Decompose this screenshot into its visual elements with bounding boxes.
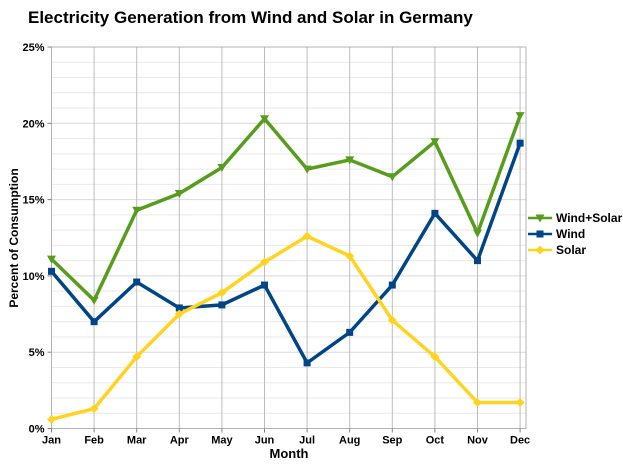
x-axis-title: Month [269, 446, 309, 461]
legend-item-wind-solar: Wind+Solar [528, 211, 623, 225]
y-tick-label: 0% [29, 424, 45, 436]
series-wind-solar-marker [345, 156, 355, 165]
x-tick-label: Nov [467, 435, 489, 447]
series-wind-solar-marker [473, 229, 482, 238]
square-icon [528, 230, 552, 238]
series-wind-marker [431, 209, 439, 217]
series-wind-marker [388, 281, 396, 289]
series-line-wind [50, 142, 522, 366]
series-wind-solar-marker [89, 296, 99, 305]
y-tick-label: 25% [22, 42, 44, 54]
series-wind-solar-marker [132, 206, 142, 215]
series-wind-solar-marker [217, 164, 227, 173]
series-solar-marker [217, 288, 227, 298]
series-wind-marker [474, 257, 481, 265]
x-tick-label: Feb [84, 435, 104, 447]
series-solar-marker [430, 352, 440, 362]
series-wind-marker [218, 301, 226, 309]
y-tick-label: 5% [29, 347, 45, 359]
y-tick-label: 10% [22, 271, 44, 283]
x-tick-label: Oct [426, 435, 445, 447]
plot-border [51, 46, 527, 429]
series-line-solar [51, 234, 521, 422]
series-wind-marker [175, 304, 183, 312]
legend-label: Wind [556, 227, 586, 241]
x-tick-label: Apr [170, 435, 190, 447]
series-solar-marker [89, 404, 99, 414]
series-solar-marker [260, 257, 269, 267]
chart-title: Electricity Generation from Wind and Sol… [28, 8, 473, 27]
series-wind-marker [48, 267, 55, 275]
series-wind-marker [133, 278, 141, 286]
series-wind-solar-marker [430, 138, 440, 147]
series-solar-marker [387, 315, 397, 325]
series-wind-solar-marker [47, 255, 56, 264]
series-solar-marker [174, 309, 184, 319]
series-wind-marker [516, 139, 524, 147]
series-wind-marker [90, 318, 98, 326]
series-wind-solar-marker [387, 173, 397, 182]
legend-label: Wind+Solar [556, 211, 623, 225]
x-tick-label: Aug [339, 435, 360, 447]
series-solar-marker [47, 414, 56, 424]
x-tick-label: Sep [382, 435, 402, 447]
series-solar-marker [302, 231, 312, 241]
y-tick-label: 15% [22, 195, 44, 207]
legend-item-wind: Wind [528, 227, 622, 241]
triangle-down-icon [528, 214, 552, 223]
series-line-wind-solar [50, 115, 522, 304]
x-tick-label: Jan [42, 435, 61, 447]
series-wind-marker [303, 359, 311, 367]
series-wind-marker [261, 281, 268, 289]
x-tick-label: Jun [255, 435, 275, 447]
series-solar-marker [473, 398, 482, 408]
series-wind-solar-marker [260, 115, 269, 124]
y-tick-label: 20% [22, 118, 44, 130]
series-solar-marker [515, 398, 525, 408]
series-solar-marker [132, 352, 142, 362]
series-wind-solar-marker [515, 112, 525, 121]
x-tick-label: Dec [510, 435, 530, 447]
legend-label: Solar [556, 243, 587, 257]
legend-item-solar: Solar [528, 243, 622, 257]
x-tick-label: Mar [127, 435, 147, 447]
series-wind-solar-marker [302, 165, 312, 174]
series-wind-marker [346, 328, 354, 336]
diamond-icon [528, 245, 552, 255]
x-tick-label: May [211, 435, 233, 447]
series-wind-solar-marker [174, 189, 184, 198]
series-solar-marker [345, 251, 355, 261]
legend: Wind+Solar Wind Solar [528, 211, 623, 257]
x-tick-label: Jul [299, 435, 315, 447]
